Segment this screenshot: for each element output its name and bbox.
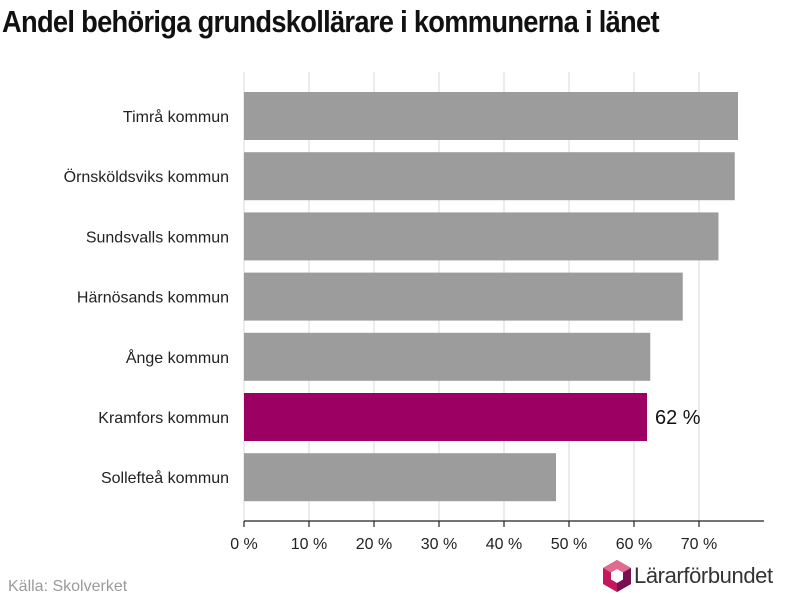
bar [244,92,738,140]
x-tick-label: 40 % [486,536,522,553]
bar [244,212,719,261]
bars [244,92,738,502]
brand-name: Lärarförbundet [634,563,773,588]
category-label: Timrå kommun [123,108,229,126]
category-label: Ånge kommun [126,348,229,367]
data-labels: 62 % [655,407,701,429]
category-labels: Timrå kommun Örnsköldsviks kommun Sundsval… [64,108,229,487]
bar [244,393,647,441]
data-label: 62 % [655,407,701,429]
bar [244,453,556,502]
x-tick-label: 20 % [356,536,392,553]
x-tick-label: 60 % [616,536,652,553]
x-tick-label: 70 % [681,536,717,553]
x-tick-label: 10 % [291,536,327,553]
bar [244,272,683,321]
x-tick-label: 0 % [230,536,258,553]
category-label: Örnsköldsviks kommun [64,168,229,186]
brand-logo: Lärarförbundet [600,556,796,596]
source-note: Källa: Skolverket [8,578,128,595]
category-label: Härnösands kommun [77,290,229,307]
category-label: Sundsvalls kommun [86,229,229,246]
hexagon-logo-icon [603,560,631,592]
x-tick-label: 50 % [551,536,587,553]
category-label: Sollefteå kommun [101,469,229,487]
chart-title: Andel behöriga grundskollärare i kommune… [2,4,660,39]
bar [244,152,735,201]
x-axis: 0 % 10 % 20 % 30 % 40 % 50 % 60 % 70 % [230,520,764,553]
bar [244,332,651,381]
category-label: Kramfors kommun [98,410,229,427]
bar-chart: Timrå kommun Örnsköldsviks kommun Sundsval… [64,72,764,553]
x-tick-label: 30 % [421,536,457,553]
